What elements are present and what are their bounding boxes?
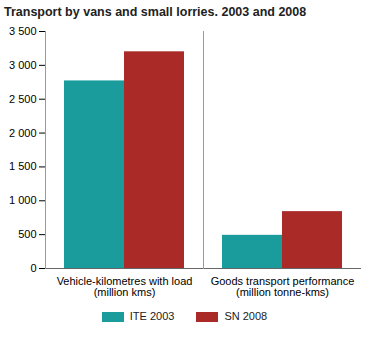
svg-text:3 500: 3 500 <box>9 25 37 37</box>
svg-text:500: 500 <box>18 228 36 240</box>
html-text:ITE 2003: ITE 2003 <box>129 310 175 322</box>
html-text:Transport by vans and small lo: Transport by vans and small lorries. 200… <box>4 5 307 19</box>
svg-text:Vehicle-kilometres with load(m: Vehicle-kilometres with load(million kms… <box>57 275 193 298</box>
svg-text:3 000: 3 000 <box>9 59 37 71</box>
html-text:SN 2008: SN 2008 <box>224 310 268 322</box>
svg-text:0: 0 <box>30 262 36 274</box>
svg-text:1 500: 1 500 <box>9 160 37 172</box>
svg-text:2 500: 2 500 <box>9 93 37 105</box>
svg-text:Goods transport performance(mi: Goods transport performance(million tonn… <box>211 275 355 298</box>
svg-text:1 000: 1 000 <box>9 194 37 206</box>
svg-text:2 000: 2 000 <box>9 127 37 139</box>
